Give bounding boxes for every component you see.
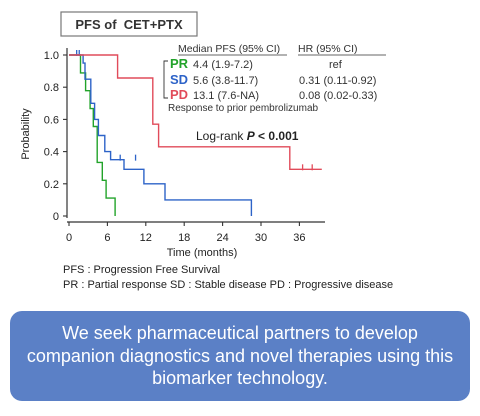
logrank-p: P bbox=[247, 129, 256, 143]
response-bracket bbox=[163, 60, 168, 99]
x-tick-label: 0 bbox=[66, 232, 72, 244]
table-hr-pr: ref bbox=[329, 59, 343, 71]
banner-text: We seek pharmaceutical partners to devel… bbox=[26, 323, 454, 389]
y-tick-label: 1.0 bbox=[44, 50, 59, 62]
y-tick-label: 0 bbox=[53, 211, 59, 223]
table-median-pd: 13.1 (7.6-NA) bbox=[193, 90, 259, 102]
x-tick-label: 12 bbox=[140, 232, 152, 244]
chart-title-box bbox=[60, 11, 198, 37]
logrank-value: < 0.001 bbox=[255, 129, 299, 143]
km-chart: PFS of CET+PTX 0 0.2 0.4 0.6 0.8 1.0 0 6 12 18 24… bbox=[20, 11, 386, 259]
x-tick-label: 18 bbox=[178, 232, 190, 244]
table-header-median: Median PFS (95% CI) bbox=[178, 43, 280, 55]
table-header-hr: HR (95% CI) bbox=[298, 43, 358, 55]
y-tick-label: 0.4 bbox=[44, 147, 59, 159]
footnote-pfs: PFS : Progression Free Survival bbox=[63, 264, 221, 276]
y-tick-label: 0.6 bbox=[44, 114, 59, 126]
table-group-sd: SD bbox=[170, 72, 188, 87]
logrank-prefix: Log-rank bbox=[196, 129, 247, 143]
partnership-banner: We seek pharmaceutical partners to devel… bbox=[10, 311, 470, 401]
survival-curves bbox=[69, 50, 322, 216]
table-group-pd: PD bbox=[170, 87, 188, 102]
x-tick-label: 24 bbox=[216, 232, 228, 244]
table-hr-sd: 0.31 (0.11-0.92) bbox=[299, 75, 376, 87]
table-hr-pd: 0.08 (0.02-0.33) bbox=[299, 90, 377, 102]
curve-pd bbox=[69, 54, 322, 170]
y-tick-label: 0.2 bbox=[44, 179, 59, 191]
y-ticks: 0 0.2 0.4 0.6 0.8 1.0 bbox=[44, 50, 67, 223]
table-median-sd: 5.6 (3.8-11.7) bbox=[193, 75, 258, 87]
y-tick-label: 0.8 bbox=[44, 82, 59, 94]
chart-title: PFS of CET+PTX bbox=[75, 17, 183, 32]
table-median-pr: 4.4 (1.9-7.2) bbox=[193, 59, 253, 71]
response-note: Response to prior pembrolizumab bbox=[168, 103, 319, 114]
x-axis-label: Time (months) bbox=[167, 247, 238, 259]
curve-pr bbox=[69, 54, 116, 216]
curve-sd bbox=[69, 54, 253, 216]
x-tick-label: 30 bbox=[255, 232, 267, 244]
median-hr-table: PR 4.4 (1.9-7.2) ref SD 5.6 (3.8-11.7) 0.31 (… bbox=[170, 56, 377, 102]
x-tick-label: 36 bbox=[293, 232, 305, 244]
table-group-pr: PR bbox=[170, 56, 189, 71]
x-ticks: 0 6 12 18 24 30 36 bbox=[66, 222, 306, 244]
logrank-annotation: Log-rank P < 0.001 bbox=[196, 129, 299, 143]
x-tick-label: 6 bbox=[104, 232, 110, 244]
y-axis-label: Probability bbox=[20, 108, 32, 160]
footnote-response-codes: PR : Partial response SD : Stable diseas… bbox=[63, 279, 394, 291]
